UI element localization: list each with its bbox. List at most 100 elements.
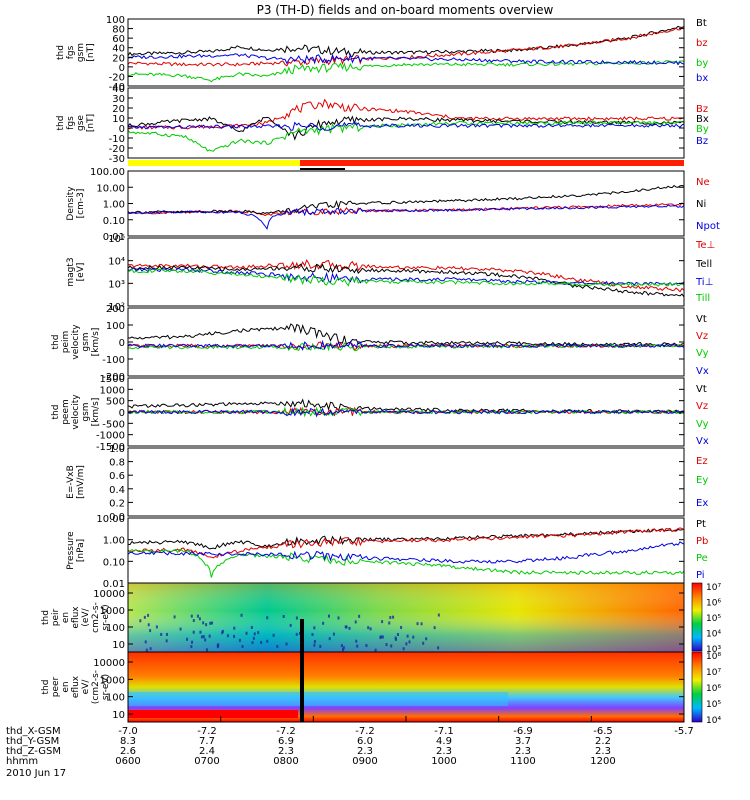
series-pressure-Pt <box>127 528 685 550</box>
ytick-label-peer_spec: 10 <box>112 710 125 721</box>
colorbar-tick: 10⁸ <box>706 652 721 662</box>
frame-pressure <box>127 517 685 584</box>
spectrogram-cell <box>345 625 348 629</box>
spectrogram-cell <box>139 619 142 623</box>
ytick-label-fgs_gse: -20 <box>109 144 125 155</box>
legend-pressure-3: Pi <box>696 570 705 581</box>
spectrogram-cell <box>240 613 243 617</box>
spectrogram-cell <box>385 643 388 647</box>
legend-temperature-0: Te⊥ <box>695 240 715 251</box>
spectrogram-cell <box>313 643 316 647</box>
colorbar-ion: 10⁷ 10⁶ 10⁵ 10⁴ 10³ <box>691 582 721 655</box>
spectrogram-cell <box>337 616 340 620</box>
series-fgs_gsm-by <box>127 60 685 83</box>
spectrogram-cell <box>289 623 292 627</box>
panel-peim_velocity: Vt Vz Vy Vx 200 100 0 -100 -200 thd peim velocity gs… <box>51 304 709 383</box>
spectrogram-cell <box>327 614 330 618</box>
spectrogram-cell <box>342 646 345 650</box>
series-peem_velocity-Vx <box>127 407 685 418</box>
frame-fgs_gse <box>127 87 685 159</box>
legend-density-2: Npot <box>696 221 720 232</box>
legend-peem_velocity-3: Vx <box>696 436 709 447</box>
spectrogram-cell <box>266 639 269 643</box>
series-density-Ni <box>127 184 685 215</box>
colorbar-electron: 10⁸ 10⁷ 10⁶ 10⁵ 10⁴ <box>691 651 721 726</box>
ylabel-peim_velocity: [km/s] <box>91 328 101 357</box>
ytick-label-peem_velocity: 1000 <box>100 385 125 396</box>
spectrogram-cell <box>342 648 345 652</box>
legend-fgs_gse-3: Bz <box>696 136 708 147</box>
ytick-label-temperature: 10² <box>108 302 125 313</box>
ytick-label-fgs_gse: -30 <box>109 154 125 165</box>
ylabel-peir_spec: (eV/ <box>81 607 91 626</box>
spectrogram-cell <box>209 621 212 625</box>
xaxis-value: 2.4 <box>199 746 215 757</box>
series-fgs_gse-Bz <box>127 120 685 131</box>
legend-peem_velocity-2: Vy <box>696 419 709 430</box>
ytick-label-peim_velocity: -200 <box>102 372 125 383</box>
spectrogram-cell <box>400 625 403 629</box>
ylabel-temperature: magt3 <box>66 257 76 286</box>
ytick-label-fgs_gse: 40 <box>112 84 125 95</box>
spectrogram-cell <box>145 648 148 652</box>
ylabel-peim_velocity: velocity <box>71 324 81 360</box>
spectrogram-cell <box>241 644 244 648</box>
spectrogram-cell <box>313 640 316 644</box>
ylabel-peir_spec: thd <box>41 610 51 625</box>
ytick-label-fgs_gse: 0 <box>119 124 125 135</box>
xaxis-value: -7.1 <box>434 726 454 737</box>
spectrogram-cell <box>226 634 229 638</box>
legend-fgs_gse-1: Bx <box>696 114 709 125</box>
legend-peim_velocity-2: Vy <box>696 348 709 359</box>
spectrogram-cell <box>379 636 382 640</box>
spectrogram-overlay <box>128 583 684 652</box>
ylabel-fgs_gsm: fgs <box>66 45 76 59</box>
ytick-label-peir_spec: 100 <box>106 623 125 634</box>
spectrogram-cell <box>322 621 325 625</box>
ytick-label-pressure: 1.00 <box>103 536 125 547</box>
spectrogram-cell <box>257 631 260 635</box>
spectrogram-cell <box>388 621 391 625</box>
spectrogram-cell <box>272 633 275 637</box>
spectrogram-cell <box>328 637 331 641</box>
ylabel-efield: [mV/m] <box>76 465 86 499</box>
spectrogram-cell <box>355 639 358 643</box>
spectrogram-cell <box>332 632 335 636</box>
spectrogram-cell <box>406 634 409 638</box>
spectrogram-cell <box>354 620 357 624</box>
colorbar-tick: 10⁷ <box>706 668 721 678</box>
data-gap-marker <box>300 619 304 652</box>
xaxis-value: 2.3 <box>357 746 373 757</box>
colorbar-tick: 10⁵ <box>706 614 721 624</box>
spectrogram-cell <box>425 637 428 641</box>
spectrogram-band <box>128 710 298 718</box>
ytick-label-peem_velocity: 500 <box>106 397 125 408</box>
spectrogram-cell <box>389 615 392 619</box>
ylabel-peem_velocity: peem <box>61 399 71 425</box>
spectrogram-cell <box>205 648 208 652</box>
xaxis-value: -7.2 <box>276 726 296 737</box>
frame-fgs_gsm <box>127 18 685 87</box>
xaxis-value: 3.7 <box>515 736 531 747</box>
spectrogram-cell <box>250 625 253 629</box>
spectrogram-cell <box>412 635 415 639</box>
colorbar-tick: 10⁶ <box>706 599 721 609</box>
spectrogram-cell <box>416 622 419 626</box>
xaxis-value: 6.0 <box>357 736 373 747</box>
ytick-label-fgs_gsm: 0 <box>119 63 125 74</box>
spectrogram-cell <box>186 637 189 641</box>
xaxis-row-label: thd_X-GSM <box>6 726 61 737</box>
ylabel-peem_velocity: velocity <box>71 394 81 430</box>
ylabel-peem_velocity: [km/s] <box>91 398 101 427</box>
spectrogram-cell <box>210 621 213 625</box>
spectrogram-cell <box>369 627 372 631</box>
spectrogram-cell <box>208 634 211 638</box>
ylabel-efield: E=-VxB <box>66 465 76 499</box>
ylabel-peer_spec: en <box>61 681 71 692</box>
panel-peer_spec: 10000 1000 100 10 thd peer en eflux eV/(cm2-s-sr… <box>41 651 685 723</box>
ytick-label-peir_spec: 1000 <box>100 606 125 617</box>
series-density-Npot <box>127 204 685 230</box>
